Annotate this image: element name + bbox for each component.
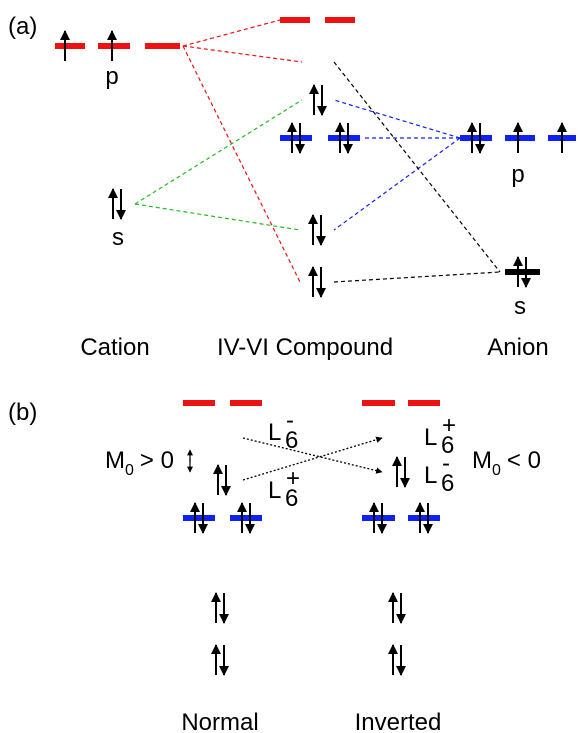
state-sup: +: [286, 465, 300, 492]
label: Inverted: [355, 709, 442, 733]
label: Anion: [487, 334, 548, 361]
state-sup: +: [442, 412, 456, 439]
label: L: [424, 424, 437, 451]
gap-label: M0 > 0: [105, 447, 174, 479]
label: Cation: [80, 334, 149, 361]
orbital-link: [333, 99, 461, 139]
orbital-link: [134, 203, 301, 231]
gap-symbol: M: [105, 447, 125, 474]
orbital-link: [333, 137, 461, 231]
gap-sub: 0: [125, 462, 134, 479]
transfer-arrow: [242, 436, 383, 481]
label: (a): [8, 13, 37, 40]
label: L: [268, 477, 281, 504]
label: IV-VI Compound: [217, 334, 393, 361]
label: s: [112, 224, 124, 251]
state-sub: 6: [285, 485, 298, 512]
gap-sub: 0: [492, 462, 501, 479]
orbital-link: [333, 61, 501, 273]
label: p: [511, 161, 524, 188]
state-sub: 6: [441, 470, 454, 497]
gap-label: M0 < 0: [472, 447, 541, 479]
state-sup: -: [442, 450, 450, 477]
label: p: [105, 63, 118, 90]
state-sub: 6: [441, 432, 454, 459]
transfer-arrow: [242, 437, 383, 474]
orbital-link: [182, 19, 281, 47]
orbital-link: [182, 45, 303, 63]
label: s: [514, 293, 526, 320]
gap-relation: < 0: [507, 447, 541, 474]
state-sub: 6: [285, 427, 298, 454]
orbital-link: [333, 271, 501, 283]
label: (b): [8, 399, 37, 426]
gap-symbol: M: [472, 447, 492, 474]
gap-relation: > 0: [140, 447, 174, 474]
label: L: [424, 462, 437, 489]
state-sup: -: [286, 407, 294, 434]
label: Normal: [181, 709, 258, 733]
label: L: [268, 419, 281, 446]
orbital-link: [134, 99, 303, 205]
orbital-link: [182, 45, 301, 283]
